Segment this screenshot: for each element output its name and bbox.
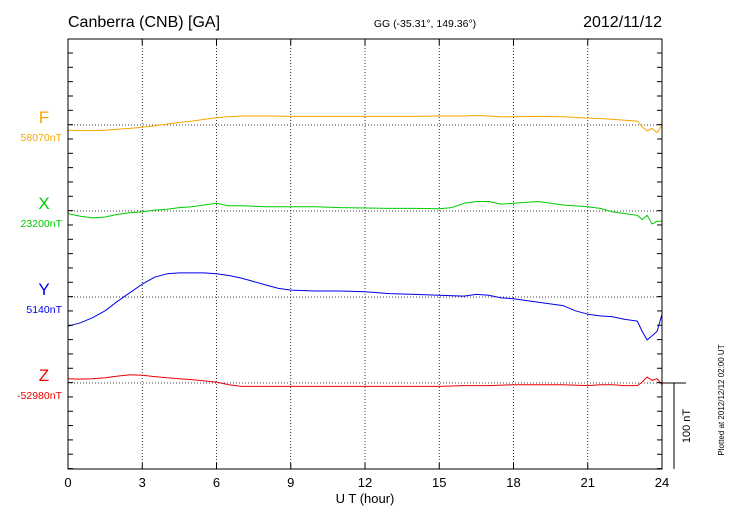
x-tick-label: 18 [506, 475, 520, 490]
series-baseline-z: -52980nT [17, 390, 63, 402]
x-tick-label: 6 [213, 475, 220, 490]
series-name-y: Y [38, 280, 49, 299]
series-line-y [67, 272, 663, 341]
series-name-x: X [38, 194, 49, 213]
x-tick-label: 12 [358, 475, 372, 490]
station-title: Canberra (CNB) [GA] [68, 14, 220, 31]
grid-layer [68, 39, 662, 469]
coordinates-label: GG (-35.31°, 149.36°) [374, 18, 476, 30]
x-tick-label: 3 [139, 475, 146, 490]
series-baseline-y: 5140nT [26, 304, 62, 316]
x-tick-label: 0 [64, 475, 71, 490]
axis-layer: 0 3 6 9 12 15 18 21 24 [64, 39, 669, 490]
series-line-z [67, 374, 663, 387]
x-tick-label: 15 [432, 475, 446, 490]
x-tick-label: 24 [655, 475, 669, 490]
date-label: 2012/11/12 [583, 14, 662, 31]
x-tick-label: 21 [581, 475, 595, 490]
series-name-z: Z [39, 366, 49, 385]
series-layer [67, 115, 663, 387]
plotted-at-note: Plotted at 2012/12/12 02:00 UT [717, 344, 726, 455]
plot-frame [67, 38, 663, 470]
plot-border [67, 38, 663, 470]
series-line-f [67, 115, 663, 134]
series-line-x [67, 201, 662, 225]
series-baseline-f: 58070nT [21, 132, 63, 144]
scale-bar-label: 100 nT [681, 409, 693, 444]
x-tick-label: 9 [287, 475, 294, 490]
scale-bar: 100 nT [662, 382, 693, 469]
x-axis-label: U T (hour) [336, 491, 395, 506]
series-baseline-x: 23200nT [21, 218, 63, 230]
series-name-f: F [39, 108, 49, 127]
label-layer: F 58070nT X 23200nT Y 5140nT Z -52980nT [17, 108, 63, 402]
